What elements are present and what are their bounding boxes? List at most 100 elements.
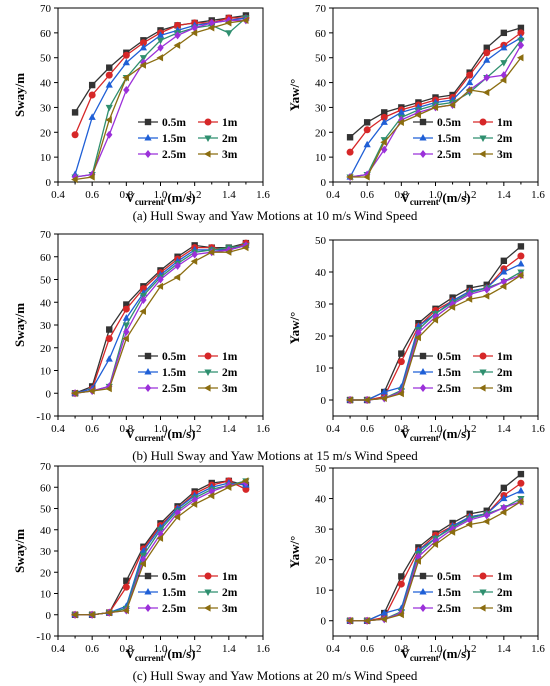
chart5-legend-label-1m: 1m	[497, 571, 513, 583]
chart5-legend-item-1m: 1m	[473, 571, 513, 583]
chart1-legend-item-2m: 2m	[473, 133, 513, 145]
chart4-x-tick-label-5: 1.4	[222, 643, 236, 655]
chart5-legend-item-0.5m: 0.5m	[413, 571, 461, 583]
chart4-legend-label-1.5m: 1.5m	[162, 587, 186, 599]
chart3-point-3m-6	[448, 303, 456, 311]
chart3-legend-marker-1.5m	[419, 368, 427, 375]
chart3-point-1m-10	[517, 252, 525, 260]
chart4-point-2.5m-8	[208, 487, 215, 496]
chart1-y-tick-label-2: 20	[315, 127, 327, 139]
chart2-point-2.5m-5	[157, 275, 164, 284]
chart4-point-3m-7	[190, 500, 198, 508]
chart1-point-1m-1	[363, 126, 371, 134]
chart5-series-0.5m	[346, 470, 525, 624]
chart5-x-tick-label-6: 1.6	[531, 643, 545, 655]
chart4-x-axis-label: Vcurrent/(m/s)	[126, 646, 196, 663]
chart0-point-1m-6	[174, 21, 182, 29]
chart3-legend-item-1m: 1m	[473, 351, 513, 363]
chart0-point-2m-4	[139, 55, 148, 62]
chart0-point-1m-1	[88, 91, 96, 99]
chart-sway-20ms: 0.4 0.6 0.8 1.0 1.2 1.4 1.6 -10 0 10 20 30 40 50 60 70 V…	[12, 462, 270, 663]
chart-yaw-15ms: 0.4 0.6 0.8 1.0 1.2 1.4 1.6 0 10 20 30 40 50 Vcurrent…	[287, 235, 545, 443]
chart5-point-0.5m-9	[500, 484, 508, 492]
chart5-x-tick-label-5: 1.4	[497, 643, 511, 655]
chart0-y-tick-label-6: 60	[40, 28, 52, 40]
chart1-x-tick-label-2: 0.8	[394, 189, 408, 201]
chart2-y-axis-label: Sway/m	[12, 303, 27, 347]
chart3-y-tick-label-3: 30	[315, 299, 327, 311]
chart1-legend-item-2.5m: 2.5m	[413, 149, 461, 161]
chart4-line-1m	[75, 480, 247, 616]
chart3-legend-label-2m: 2m	[497, 367, 513, 379]
chart2-y-tick-label-2: 10	[40, 366, 52, 378]
chart2-x-tick-label-1: 0.6	[85, 423, 99, 435]
chart5-legend-label-2m: 2m	[497, 587, 513, 599]
chart3-point-3m-0	[346, 396, 353, 404]
chart3-series-1.5m	[346, 260, 525, 403]
chart2-legend-item-2m: 2m	[198, 367, 238, 379]
chart0-x-tick-label-6: 1.6	[256, 189, 270, 201]
chart3-y-tick-label-1: 10	[315, 363, 327, 375]
chart0-y-tick-label-1: 10	[40, 152, 52, 164]
chart4-legend-marker-2.5m	[144, 604, 152, 612]
chart5-x-tick-label-2: 0.8	[394, 643, 408, 655]
chart3-series-0.5m	[346, 243, 525, 404]
chart2-legend-label-0.5m: 0.5m	[162, 351, 186, 363]
chart5-y-tick-label-1: 10	[315, 585, 327, 597]
chart1-point-1.5m-1	[363, 140, 371, 148]
chart1-legend-label-3m: 3m	[497, 149, 513, 161]
chart1-legend-marker-1m	[479, 118, 487, 126]
chart2-y-tick-label-7: 60	[40, 252, 52, 264]
chart1-point-1.5m-2	[380, 118, 388, 125]
chart5-point-3m-4	[414, 557, 421, 565]
chart0-x-tick-label-5: 1.4	[222, 189, 236, 201]
chart3-line-1m	[350, 255, 522, 401]
chart2-y-tick-label-0: -10	[36, 411, 51, 423]
chart4-legend-marker-0.5m	[144, 572, 152, 580]
chart2-x-tick-label-3: 1.0	[154, 423, 168, 435]
chart1-point-3m-6	[448, 101, 456, 109]
chart4-legend-label-2.5m: 2.5m	[162, 603, 186, 615]
chart2-point-3m-4	[139, 307, 146, 315]
chart5-point-3m-9	[499, 508, 507, 516]
chart2-point-3m-1	[88, 387, 95, 395]
caption-b: (b) Hull Sway and Yaw Motions at 15 m/s …	[132, 448, 418, 463]
chart2-point-2.5m-3	[123, 327, 130, 336]
chart1-legend-marker-1.5m	[419, 134, 427, 141]
chart1-point-3m-3	[397, 118, 404, 126]
chart5-legend-label-2.5m: 2.5m	[437, 603, 461, 615]
chart4-legend-marker-2m	[204, 589, 212, 596]
chart1-point-1.5m-8	[483, 56, 491, 63]
chart0-point-3m-3	[122, 74, 129, 82]
chart3-point-0.5m-3	[398, 350, 405, 357]
chart1-legend-marker-3m	[479, 150, 486, 158]
chart1-x-tick-label-4: 1.2	[463, 189, 477, 201]
chart3-legend-marker-2.5m	[419, 384, 427, 392]
chart2-x-tick-label-6: 1.6	[256, 423, 270, 435]
chart0-legend-item-1.5m: 1.5m	[138, 133, 186, 145]
chart5-legend-label-3m: 3m	[497, 603, 513, 615]
chart4-series-3m	[71, 477, 249, 619]
chart1-y-axis-label: Yaw/°	[287, 79, 302, 112]
chart4-line-1.5m	[75, 482, 246, 616]
chart2-y-tick-label-5: 40	[40, 297, 52, 309]
chart4-point-3m-4	[139, 560, 146, 568]
chart3-point-3m-8	[482, 292, 490, 300]
chart1-y-tick-label-3: 30	[315, 102, 327, 114]
chart5-x-tick-label-3: 1.0	[429, 643, 443, 655]
chart3-point-3m-10	[516, 271, 524, 279]
chart0-legend-item-3m: 3m	[198, 149, 238, 161]
chart2-legend-item-0.5m: 0.5m	[138, 351, 186, 363]
chart2-point-0.5m-2	[106, 326, 113, 333]
chart4-y-axis-label: Sway/m	[12, 529, 27, 573]
chart1-legend-item-1.5m: 1.5m	[413, 133, 461, 145]
chart2-point-0.5m-3	[123, 301, 130, 308]
chart5-y-tick-label-3: 30	[315, 524, 327, 536]
chart5-point-2.5m-5	[432, 537, 439, 546]
chart3-legend-item-0.5m: 0.5m	[413, 351, 461, 363]
chart5-legend-marker-2m	[479, 589, 487, 596]
chart0-y-tick-label-7: 70	[40, 3, 52, 15]
chart0-point-2m-2	[105, 104, 113, 112]
chart5-x-axis-label: Vcurrent/(m/s)	[401, 646, 471, 663]
chart0-x-tick-label-2: 0.8	[119, 189, 133, 201]
